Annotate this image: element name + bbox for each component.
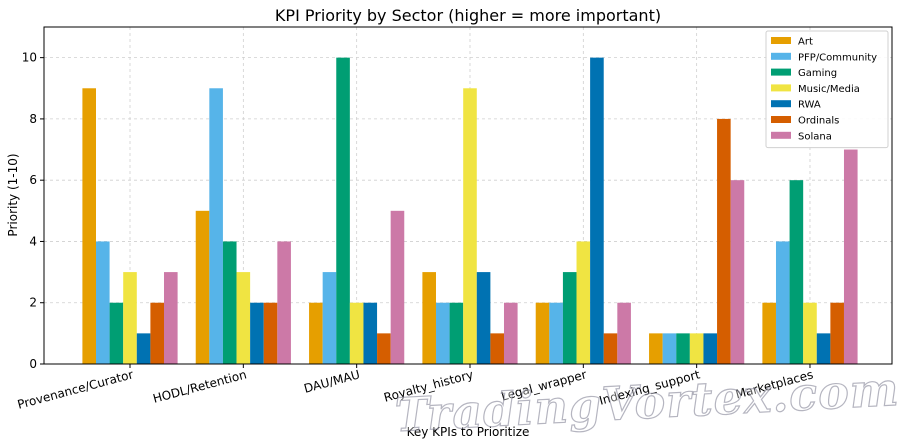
bar-ordinals <box>603 333 618 364</box>
y-tick-label: 2 <box>29 296 37 310</box>
y-tick-label: 6 <box>29 173 37 187</box>
legend-swatch <box>771 116 791 123</box>
bars <box>82 57 858 365</box>
bar-art <box>422 272 436 364</box>
bar-art <box>762 302 776 364</box>
y-ticks: 0 2 4 6 8 10 <box>22 51 44 371</box>
legend-label: Gaming <box>798 68 837 79</box>
bar-rwa <box>136 333 151 364</box>
y-tick-label: 4 <box>29 234 37 248</box>
bar-ordinals <box>717 118 731 364</box>
bar-pfp-community <box>96 241 110 364</box>
bar-rwa <box>703 333 718 364</box>
legend: Art PFP/Community Gaming Music/Media RWA Ordi… <box>765 30 889 149</box>
bar-solana <box>164 272 178 364</box>
bar-music-media <box>236 272 251 364</box>
legend-box <box>765 30 889 149</box>
bar-gaming <box>449 302 464 364</box>
legend-label: PFP/Community <box>798 52 877 63</box>
bar-pfp-community <box>775 241 790 364</box>
y-tick-label: 8 <box>29 112 37 126</box>
chart-title: KPI Priority by Sector (higher = more im… <box>275 6 661 25</box>
legend-swatch <box>771 100 791 108</box>
bar-art <box>195 210 210 364</box>
bar-ordinals <box>150 302 164 364</box>
bar-gaming <box>562 272 577 364</box>
bar-music-media <box>123 272 137 364</box>
y-axis-label: Priority (1-10) <box>6 153 20 236</box>
bar-solana <box>843 149 858 364</box>
bar-art <box>82 88 96 364</box>
legend-label: RWA <box>798 100 821 111</box>
bar-gaming <box>109 302 124 364</box>
x-axis-label: Key KPIs to Prioritize <box>407 425 530 439</box>
bar-music-media <box>349 302 364 364</box>
bar-rwa <box>816 333 831 364</box>
bar-solana <box>277 241 291 364</box>
bar-ordinals <box>263 302 278 364</box>
bar-solana <box>503 302 518 364</box>
bar-pfp-community <box>209 88 223 364</box>
y-tick-label: 0 <box>29 357 37 371</box>
bar-art <box>535 302 550 364</box>
bar-rwa <box>590 57 604 365</box>
bar-music-media <box>689 333 704 364</box>
bar-rwa <box>363 302 378 364</box>
bar-art <box>309 302 323 364</box>
bar-music-media <box>576 241 591 364</box>
bar-solana <box>617 302 631 364</box>
bar-pfp-community <box>549 302 563 364</box>
y-tick-label: 10 <box>22 51 37 65</box>
legend-label: Art <box>798 37 813 48</box>
legend-swatch <box>771 68 791 76</box>
legend-label: Ordinals <box>798 116 839 127</box>
legend-swatch <box>771 131 791 139</box>
bar-ordinals <box>490 333 504 364</box>
bar-pfp-community <box>322 272 337 364</box>
bar-rwa <box>476 272 491 364</box>
legend-swatch <box>771 52 791 60</box>
bar-pfp-community <box>435 302 450 364</box>
bar-art <box>649 333 663 364</box>
bar-rwa <box>250 302 264 364</box>
legend-swatch <box>771 37 791 44</box>
legend-label: Music/Media <box>798 84 860 95</box>
bar-gaming <box>676 333 690 364</box>
legend-label: Solana <box>798 131 832 142</box>
plot-frame <box>43 26 893 365</box>
x-tick-label: DAU/MAU <box>302 367 361 395</box>
bar-pfp-community <box>662 333 677 364</box>
bar-solana <box>730 180 745 364</box>
x-tick-label: Provenance/Curator <box>16 367 135 411</box>
bar-music-media <box>803 302 817 364</box>
bar-ordinals <box>830 302 844 364</box>
x-tick-label: HODL/Retention <box>151 367 248 405</box>
bar-gaming <box>789 180 804 364</box>
legend-swatch <box>771 84 791 92</box>
bar-gaming <box>222 241 237 364</box>
bar-music-media <box>463 88 477 364</box>
bar-gaming <box>336 57 350 365</box>
axes <box>43 26 893 365</box>
bar-ordinals <box>377 333 391 364</box>
bar-solana <box>390 210 405 364</box>
